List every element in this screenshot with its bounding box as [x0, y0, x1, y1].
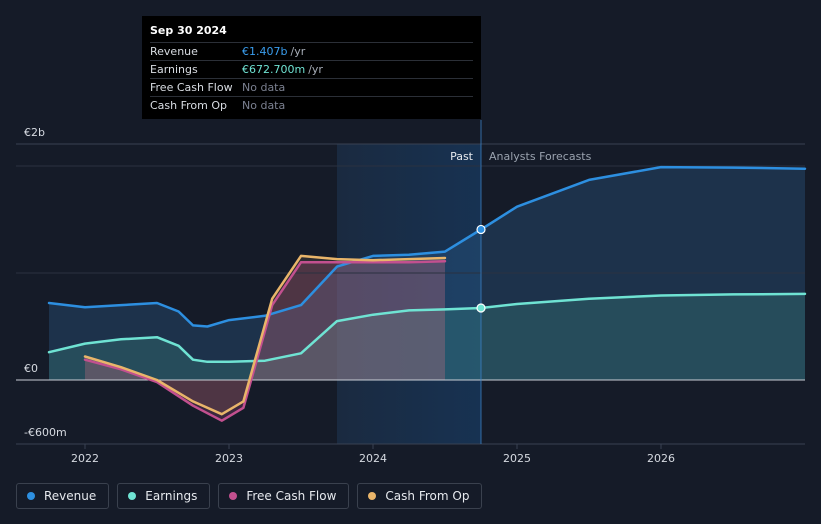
legend-label: Revenue	[44, 489, 97, 503]
series-point-revenue	[476, 224, 486, 235]
tooltip-label: Earnings	[150, 63, 198, 76]
legend-label: Cash From Op	[385, 489, 470, 503]
tooltip-value: €1.407b	[242, 45, 288, 58]
tooltip-date: Sep 30 2024	[150, 24, 227, 37]
series-point-earnings	[476, 303, 486, 313]
legend: Revenue Earnings Free Cash Flow Cash Fro…	[16, 483, 483, 509]
legend-item-earnings[interactable]: Earnings	[117, 483, 211, 509]
past-label: Past	[450, 150, 474, 163]
chart-background	[337, 144, 481, 444]
tooltip-value: No data	[242, 99, 286, 112]
y-label-top: €2b	[24, 126, 45, 139]
tooltip: Sep 30 2024 Revenue €1.407b/yr Earnings …	[142, 16, 481, 119]
x-tick-label: 2024	[359, 452, 387, 465]
tooltip-label: Free Cash Flow	[150, 81, 233, 94]
x-tick-label: 2025	[503, 452, 531, 465]
legend-label: Free Cash Flow	[246, 489, 337, 503]
legend-item-revenue[interactable]: Revenue	[16, 483, 110, 509]
x-tick-label: 2026	[647, 452, 675, 465]
tooltip-value: €672.700m	[242, 63, 306, 76]
series-line-cash-from-op	[83, 254, 447, 416]
tooltip-row-earnings: Earnings €672.700m/yr	[150, 60, 473, 78]
legend-dot-icon	[368, 492, 377, 500]
tooltip-label: Cash From Op	[150, 99, 228, 112]
tooltip-value: No data	[242, 81, 286, 94]
chart-gridlines	[16, 120, 805, 449]
series-line-earnings	[47, 292, 807, 364]
area-earnings	[49, 293, 805, 380]
tooltip-row-cash-from-op: Cash From Op No data	[150, 96, 473, 114]
tooltip-row-free-cash-flow: Free Cash Flow No data	[150, 78, 473, 96]
x-tick-label: 2022	[71, 452, 99, 465]
chart-labels: €2b €0 -€600m Past Analysts Forecasts 2022 202…	[24, 126, 675, 465]
tooltip-label: Revenue	[150, 45, 198, 58]
past-highlight-band	[337, 144, 481, 444]
legend-dot-icon	[128, 492, 137, 500]
legend-item-cash-from-op[interactable]: Cash From Op	[357, 483, 483, 509]
y-label-bottom: -€600m	[24, 426, 67, 439]
tooltip-row-revenue: Revenue €1.407b/yr	[150, 42, 473, 60]
legend-dot-icon	[27, 492, 35, 500]
area-revenue	[49, 167, 805, 380]
series-line-revenue	[47, 165, 807, 328]
tooltip-unit: /yr	[308, 63, 323, 76]
x-tick-label: 2023	[215, 452, 243, 465]
legend-item-free-cash-flow[interactable]: Free Cash Flow	[218, 483, 350, 509]
legend-dot-icon	[229, 492, 238, 500]
chart-lines	[47, 165, 807, 422]
series-line-free-cash-flow	[83, 259, 447, 422]
forecast-label: Analysts Forecasts	[489, 150, 592, 163]
area-free-cash-flow	[85, 261, 445, 421]
legend-label: Earnings	[145, 489, 198, 503]
y-label-zero: €0	[24, 362, 38, 375]
tooltip-unit: /yr	[290, 45, 306, 58]
